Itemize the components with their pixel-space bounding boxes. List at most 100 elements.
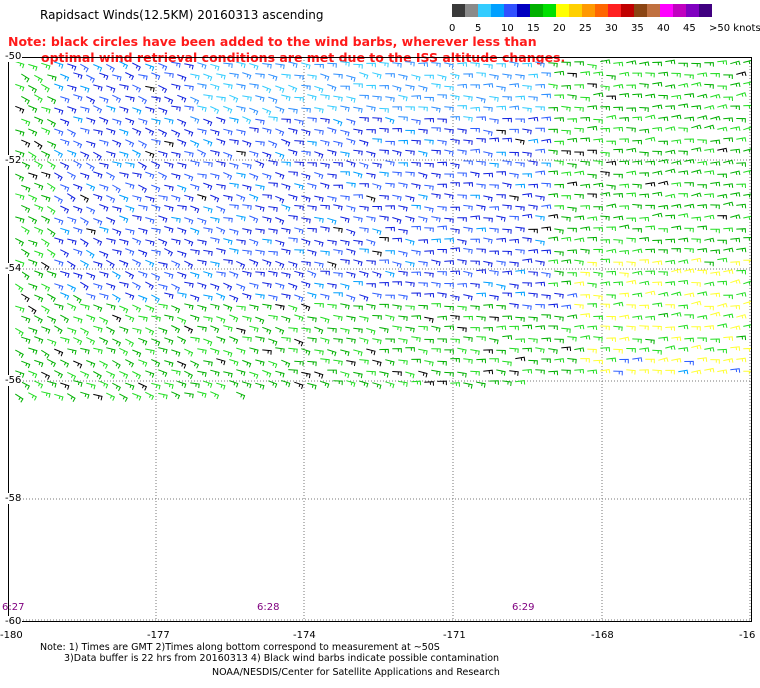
wind-barb: [275, 260, 285, 269]
wind-barb: [600, 258, 610, 264]
wind-barb: [294, 338, 304, 347]
wind-barb: [151, 272, 161, 281]
wind-barb: [600, 303, 610, 309]
wind-barb: [697, 204, 708, 209]
wind-barb: [366, 348, 376, 356]
wind-barb: [535, 215, 545, 221]
wind-barb: [678, 324, 689, 330]
wind-barb: [372, 359, 382, 367]
wind-barb: [411, 380, 422, 386]
wind-barb: [678, 170, 689, 175]
wind-barb: [379, 237, 389, 242]
wind-barb: [496, 283, 506, 291]
wind-barb: [41, 371, 51, 380]
wind-barb: [314, 195, 324, 203]
wind-barb: [444, 349, 454, 354]
wind-barb: [99, 96, 109, 104]
wind-barb: [145, 391, 155, 401]
wind-barb: [41, 171, 51, 179]
wind-barb: [145, 150, 155, 159]
wind-barb: [60, 96, 70, 104]
wind-barb: [366, 260, 376, 266]
wind-barb: [171, 283, 181, 292]
wind-barb: [236, 391, 246, 400]
wind-barb: [535, 195, 545, 202]
wind-barb: [301, 107, 311, 113]
wind-barb: [502, 380, 512, 387]
wind-barb: [327, 303, 337, 310]
wind-barb: [424, 117, 434, 123]
wind-barb: [67, 393, 76, 402]
wind-barb: [476, 204, 486, 211]
wind-barb: [509, 195, 519, 202]
wind-barb: [177, 162, 187, 169]
wind-barb: [645, 182, 656, 187]
wind-barb: [171, 105, 181, 112]
wind-barb: [138, 315, 148, 322]
legend-swatch: [543, 4, 556, 17]
wind-barb: [691, 238, 701, 244]
wind-barb: [262, 369, 272, 378]
wind-barb: [405, 195, 415, 202]
wind-barb: [288, 237, 298, 243]
wind-barb: [619, 224, 630, 230]
wind-barb: [515, 291, 525, 297]
wind-barb: [730, 346, 741, 351]
wind-barb: [80, 194, 89, 203]
wind-barb: [320, 337, 330, 345]
wind-barb: [691, 147, 702, 152]
wind-barb: [704, 305, 714, 311]
wind-barb: [528, 292, 538, 298]
wind-barb: [606, 270, 617, 276]
wind-barb: [138, 118, 148, 126]
wind-barb: [587, 303, 597, 308]
wind-barb: [639, 237, 650, 242]
wind-barb: [67, 193, 76, 202]
wind-barb: [119, 172, 129, 179]
wind-barb: [567, 137, 578, 143]
wind-barb: [554, 358, 565, 363]
wind-barb: [645, 290, 656, 296]
wind-barb: [522, 173, 532, 178]
wind-barb: [106, 172, 115, 181]
wind-barb: [119, 347, 129, 356]
wind-barb: [164, 314, 174, 322]
wind-barb: [60, 184, 70, 192]
wind-barb: [15, 61, 25, 69]
wind-barb: [736, 183, 746, 189]
wind-barb: [158, 129, 168, 138]
wind-barb: [197, 282, 207, 290]
wind-barb: [229, 162, 239, 170]
wind-barb: [93, 371, 102, 380]
wind-barb: [743, 81, 752, 86]
wind-barb: [184, 392, 194, 399]
wind-barb: [691, 369, 702, 375]
wind-barb: [333, 338, 343, 344]
wind-barb: [476, 381, 486, 388]
wind-barb: [281, 138, 291, 147]
wind-barb: [242, 140, 252, 148]
wind-barb: [112, 249, 122, 256]
wind-barb: [99, 226, 109, 234]
wind-barb: [483, 217, 493, 223]
wind-barb: [275, 85, 285, 93]
wind-barb: [210, 83, 220, 91]
wind-barb: [405, 215, 415, 223]
wind-barb: [613, 193, 623, 198]
wind-barb: [379, 327, 389, 334]
wind-barb: [392, 62, 402, 68]
wind-barb: [67, 106, 77, 114]
wind-barb: [717, 369, 728, 374]
wind-barb: [236, 239, 246, 245]
wind-barb: [457, 282, 468, 288]
wind-barb: [385, 182, 395, 189]
wind-barb: [619, 138, 629, 143]
legend-swatch: [504, 4, 517, 17]
wind-barb: [47, 228, 56, 238]
wind-barb: [691, 81, 702, 87]
wind-barb: [145, 127, 155, 136]
wind-barb: [307, 183, 317, 190]
wind-barb: [665, 126, 676, 131]
wind-barb: [125, 95, 135, 102]
wind-barb: [723, 201, 734, 207]
